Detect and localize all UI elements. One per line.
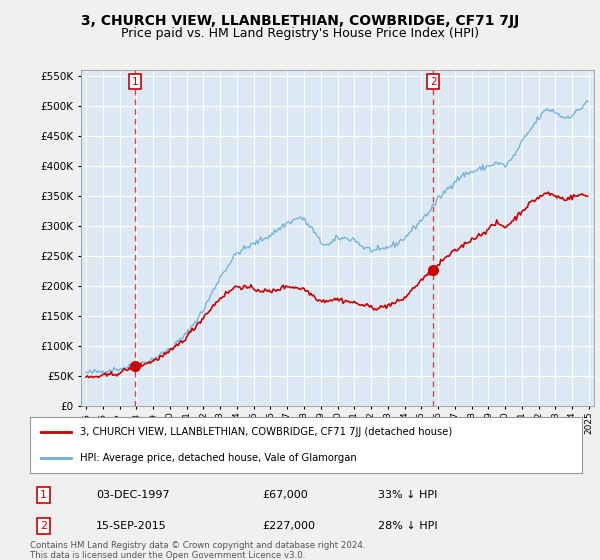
Text: 1: 1	[40, 490, 47, 500]
Text: £67,000: £67,000	[262, 490, 308, 500]
Text: 3, CHURCH VIEW, LLANBLETHIAN, COWBRIDGE, CF71 7JJ: 3, CHURCH VIEW, LLANBLETHIAN, COWBRIDGE,…	[81, 14, 519, 28]
Text: Price paid vs. HM Land Registry's House Price Index (HPI): Price paid vs. HM Land Registry's House …	[121, 27, 479, 40]
Text: 03-DEC-1997: 03-DEC-1997	[96, 490, 170, 500]
Text: 3, CHURCH VIEW, LLANBLETHIAN, COWBRIDGE, CF71 7JJ (detached house): 3, CHURCH VIEW, LLANBLETHIAN, COWBRIDGE,…	[80, 427, 452, 437]
Text: 1: 1	[131, 77, 138, 87]
Text: 33% ↓ HPI: 33% ↓ HPI	[378, 490, 437, 500]
Text: Contains HM Land Registry data © Crown copyright and database right 2024.
This d: Contains HM Land Registry data © Crown c…	[30, 540, 365, 560]
Text: 15-SEP-2015: 15-SEP-2015	[96, 521, 167, 531]
Text: 2: 2	[430, 77, 437, 87]
Text: 2: 2	[40, 521, 47, 531]
Text: HPI: Average price, detached house, Vale of Glamorgan: HPI: Average price, detached house, Vale…	[80, 453, 356, 463]
Text: 28% ↓ HPI: 28% ↓ HPI	[378, 521, 437, 531]
Text: £227,000: £227,000	[262, 521, 315, 531]
